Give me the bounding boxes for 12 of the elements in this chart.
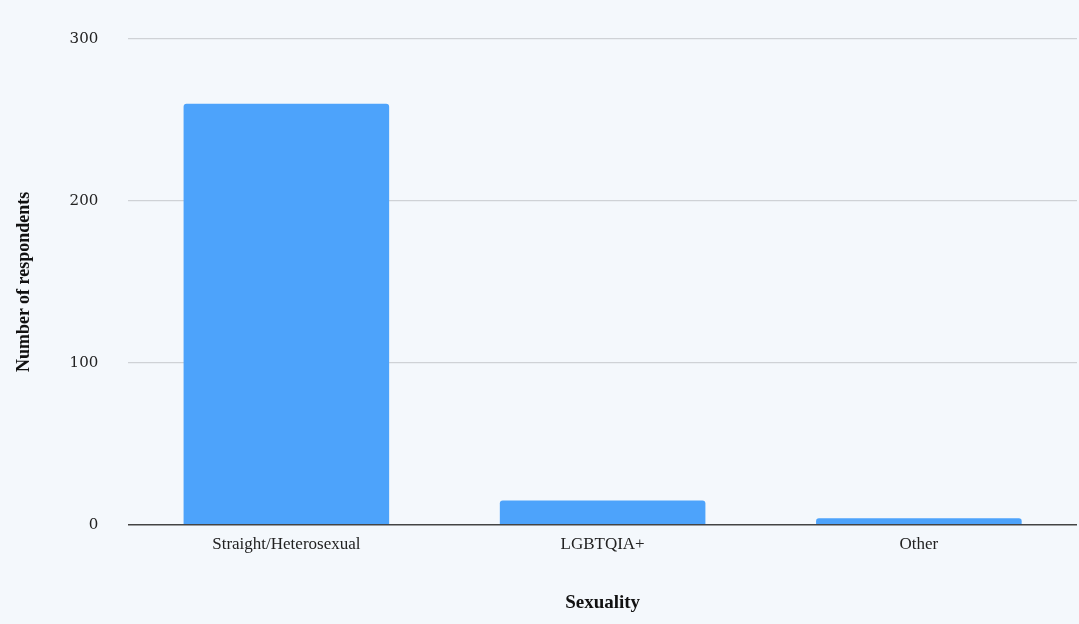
bar (816, 518, 1022, 524)
x-tick-label: Straight/Heterosexual (212, 534, 361, 554)
x-tick-label: LGBTQIA+ (560, 534, 645, 554)
x-axis-title: Sexuality (565, 590, 641, 612)
y-tick-label: 200 (69, 190, 99, 209)
bar (183, 103, 390, 524)
y-tick-label: 100 (69, 352, 99, 371)
y-tick-label: 0 (88, 514, 99, 533)
y-tick-label: 300 (69, 28, 99, 47)
y-axis-title: Number of respondents (13, 191, 34, 373)
bar (499, 500, 706, 524)
x-tick-label: Other (899, 534, 939, 554)
